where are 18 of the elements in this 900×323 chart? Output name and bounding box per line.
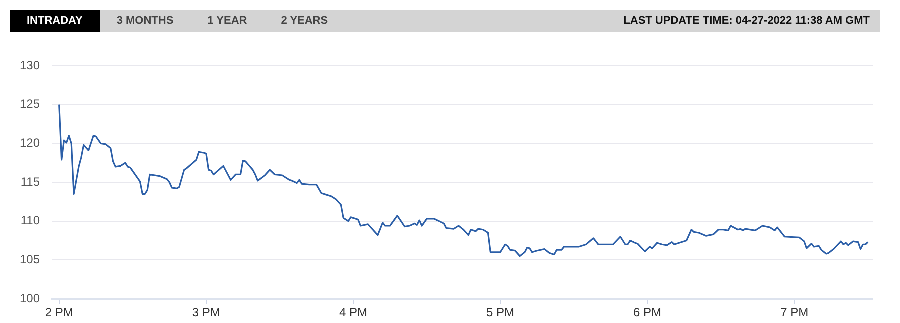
- text: LAST UPDATE TIME: 04-27-2022 11:38 AM GMT: [624, 15, 871, 27]
- y-tick-label: 120: [20, 136, 40, 150]
- y-tick-label: 115: [20, 174, 40, 189]
- x-tick-label: 5 PM: [486, 306, 514, 320]
- text: 2 YEARS: [280, 14, 330, 29]
- text: INTRADAY: [10, 10, 100, 32]
- x-tick-label: 2 PM: [45, 306, 74, 320]
- text: 3 MONTHS: [116, 14, 175, 29]
- x-tick-label: 6 PM: [634, 306, 662, 320]
- y-tick-label: 105: [20, 252, 40, 266]
- y-tick-label: 100: [20, 291, 40, 306]
- x-tick-label: 7 PM: [780, 306, 809, 320]
- y-tick-label: 130: [20, 58, 40, 72]
- text: 1 YEAR: [206, 14, 248, 29]
- y-tick-label: 110: [20, 214, 40, 228]
- y-tick-label: 125: [20, 97, 40, 112]
- x-tick-label: 4 PM: [339, 306, 368, 320]
- x-tick-label: 3 PM: [192, 306, 220, 320]
